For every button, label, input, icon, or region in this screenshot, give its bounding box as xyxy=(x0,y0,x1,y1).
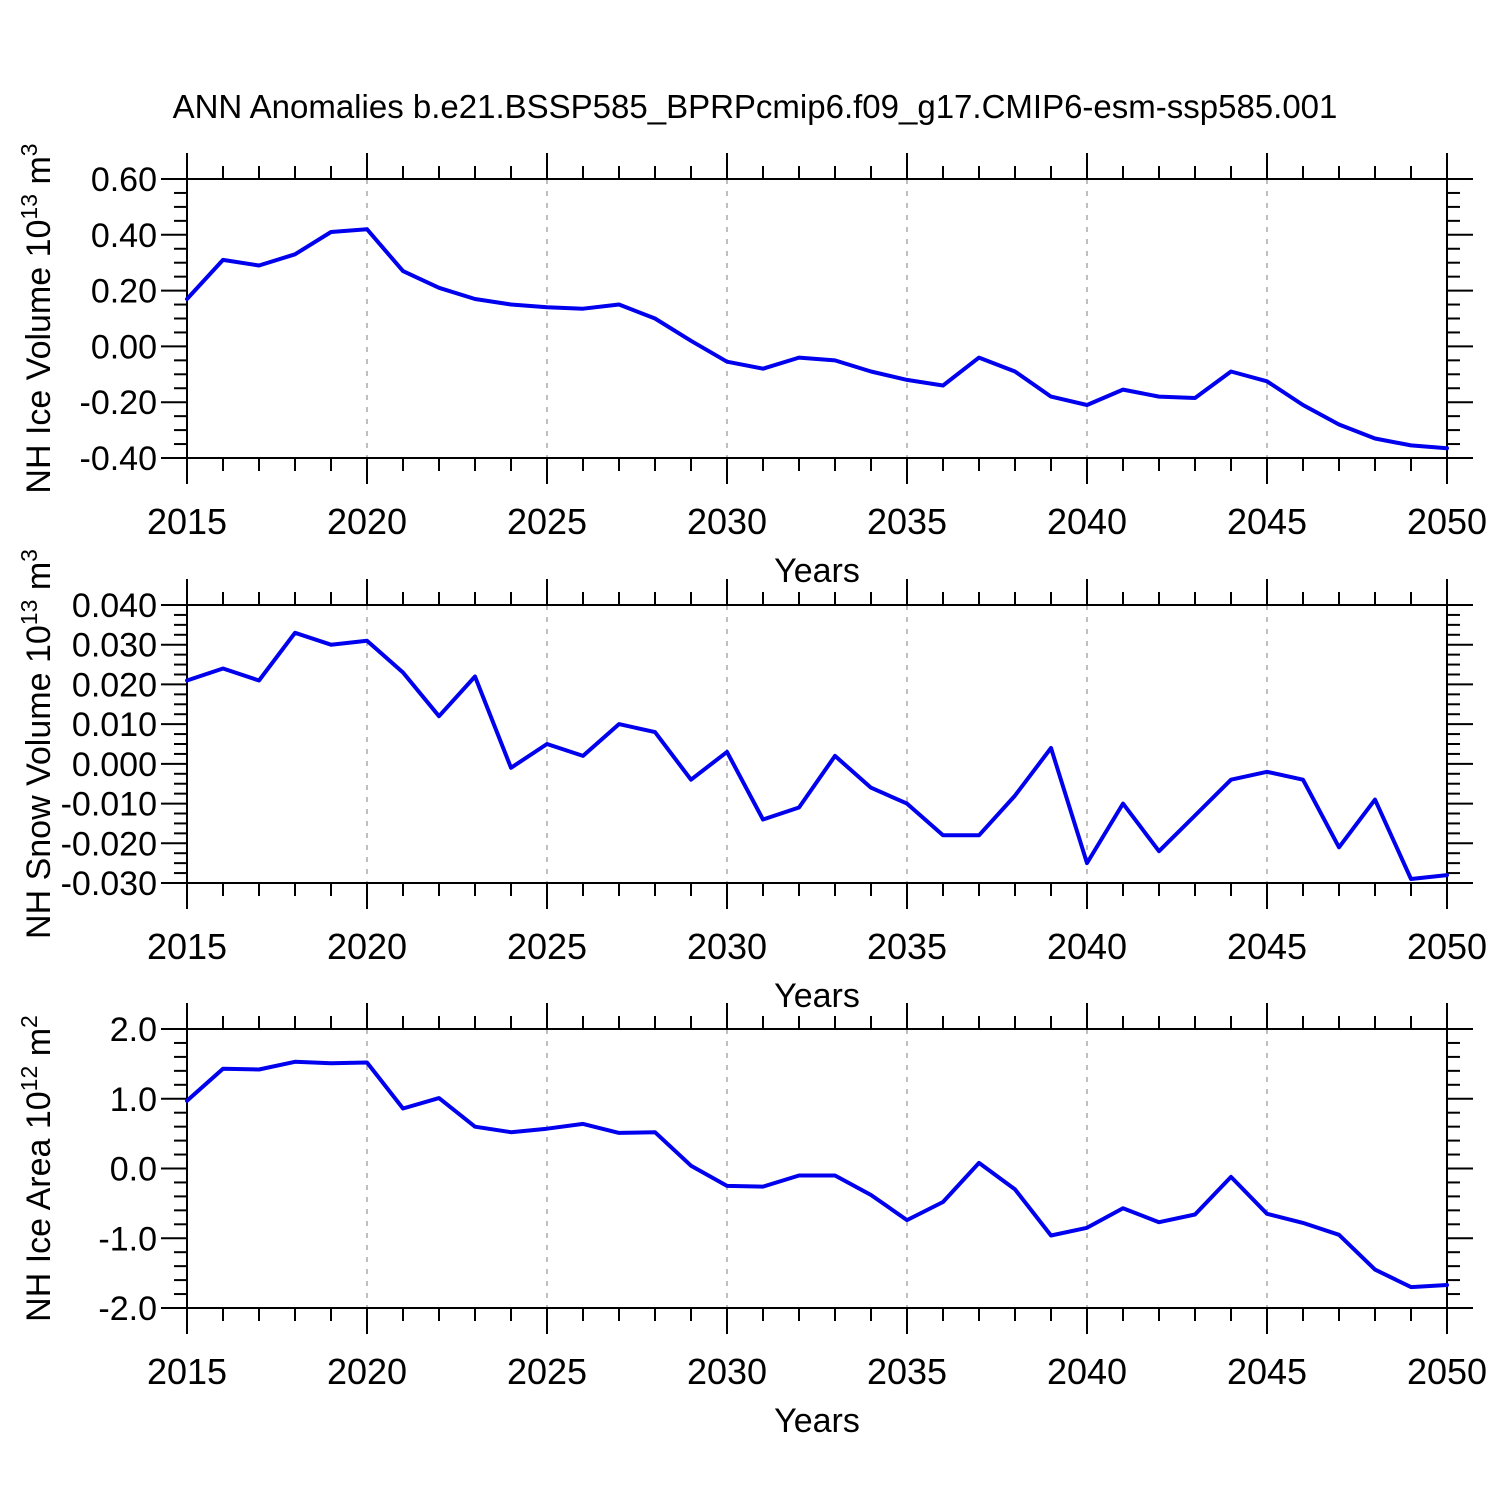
plot-frame xyxy=(186,178,1448,459)
x-tick-label: 2015 xyxy=(147,926,227,967)
y-axis-label: NH Snow Volume 1013 m3 xyxy=(16,549,58,939)
series-line-nh-ice-area xyxy=(185,1059,1449,1290)
series-line-nh-snow-volume xyxy=(185,630,1449,881)
x-tick-label: 2020 xyxy=(327,501,407,542)
y-tick-label: -0.40 xyxy=(80,440,158,478)
y-tick-label: -1.0 xyxy=(98,1220,157,1258)
x-tick-label: 2035 xyxy=(867,501,947,542)
x-tick-label: 2030 xyxy=(687,501,767,542)
y-tick-label: 0.030 xyxy=(72,627,157,665)
y-tick-label: 2.0 xyxy=(110,1011,157,1049)
x-tick-label: 2025 xyxy=(507,926,587,967)
x-tick-label: 2020 xyxy=(327,1351,407,1392)
y-tick-label: 0.040 xyxy=(72,587,157,625)
y-tick-label: 0.40 xyxy=(91,217,157,255)
x-tick-label: 2050 xyxy=(1407,501,1487,542)
y-tick-label: 0.000 xyxy=(72,746,157,784)
y-tick-label: 0.010 xyxy=(72,706,157,744)
y-tick-label: 1.0 xyxy=(110,1081,157,1119)
series-line-nh-ice-volume xyxy=(185,227,1449,451)
x-axis-label: Years xyxy=(774,1402,860,1440)
x-tick-label: 2050 xyxy=(1407,926,1487,967)
x-tick-label: 2030 xyxy=(687,1351,767,1392)
panel-nh-snow-volume: 0.0400.0300.0200.0100.000-0.010-0.020-0.… xyxy=(16,549,1487,1015)
y-tick-label: 0.020 xyxy=(72,666,157,704)
x-tick-label: 2050 xyxy=(1407,1351,1487,1392)
y-tick-label: -0.030 xyxy=(61,865,157,903)
x-tick-label: 2040 xyxy=(1047,926,1127,967)
x-tick-label: 2035 xyxy=(867,926,947,967)
x-tick-label: 2015 xyxy=(147,501,227,542)
x-tick-label: 2025 xyxy=(507,501,587,542)
x-axis-label: Years xyxy=(774,552,860,590)
y-tick-label: 0.20 xyxy=(91,273,157,311)
x-tick-label: 2045 xyxy=(1227,1351,1307,1392)
y-axis-label: NH Ice Volume 1013 m3 xyxy=(16,143,58,493)
x-tick-label: 2045 xyxy=(1227,501,1307,542)
x-tick-label: 2020 xyxy=(327,926,407,967)
x-tick-label: 2035 xyxy=(867,1351,947,1392)
panel-nh-ice-volume: 0.60 0.40 0.20 0.00 -0.20 -0.40 2015 2020 2025 20… xyxy=(16,143,1487,590)
x-tick-label: 2025 xyxy=(507,1351,587,1392)
y-tick-label: -0.010 xyxy=(61,786,157,824)
chart-title: ANN Anomalies b.e21.BSSP585_BPRPcmip6.f0… xyxy=(173,88,1338,125)
x-tick-label: 2015 xyxy=(147,1351,227,1392)
x-tick-label: 2040 xyxy=(1047,501,1127,542)
y-tick-label: -0.20 xyxy=(80,384,158,422)
x-tick-label: 2040 xyxy=(1047,1351,1127,1392)
y-tick-label: -2.0 xyxy=(98,1290,157,1328)
x-tick-label: 2045 xyxy=(1227,926,1307,967)
y-tick-label: 0.60 xyxy=(91,161,157,199)
y-axis-label: NH Ice Area 1012 m2 xyxy=(16,1015,58,1322)
y-tick-label: -0.020 xyxy=(61,825,157,863)
y-tick-label: 0.00 xyxy=(91,328,157,366)
x-axis-label: Years xyxy=(774,977,860,1015)
panel-nh-ice-area: 2.0 1.0 0.0 -1.0 -2.0 2015 2020 2025 2030 2035 204… xyxy=(16,1003,1487,1440)
y-tick-label: 0.0 xyxy=(110,1151,157,1189)
x-tick-label: 2030 xyxy=(687,926,767,967)
